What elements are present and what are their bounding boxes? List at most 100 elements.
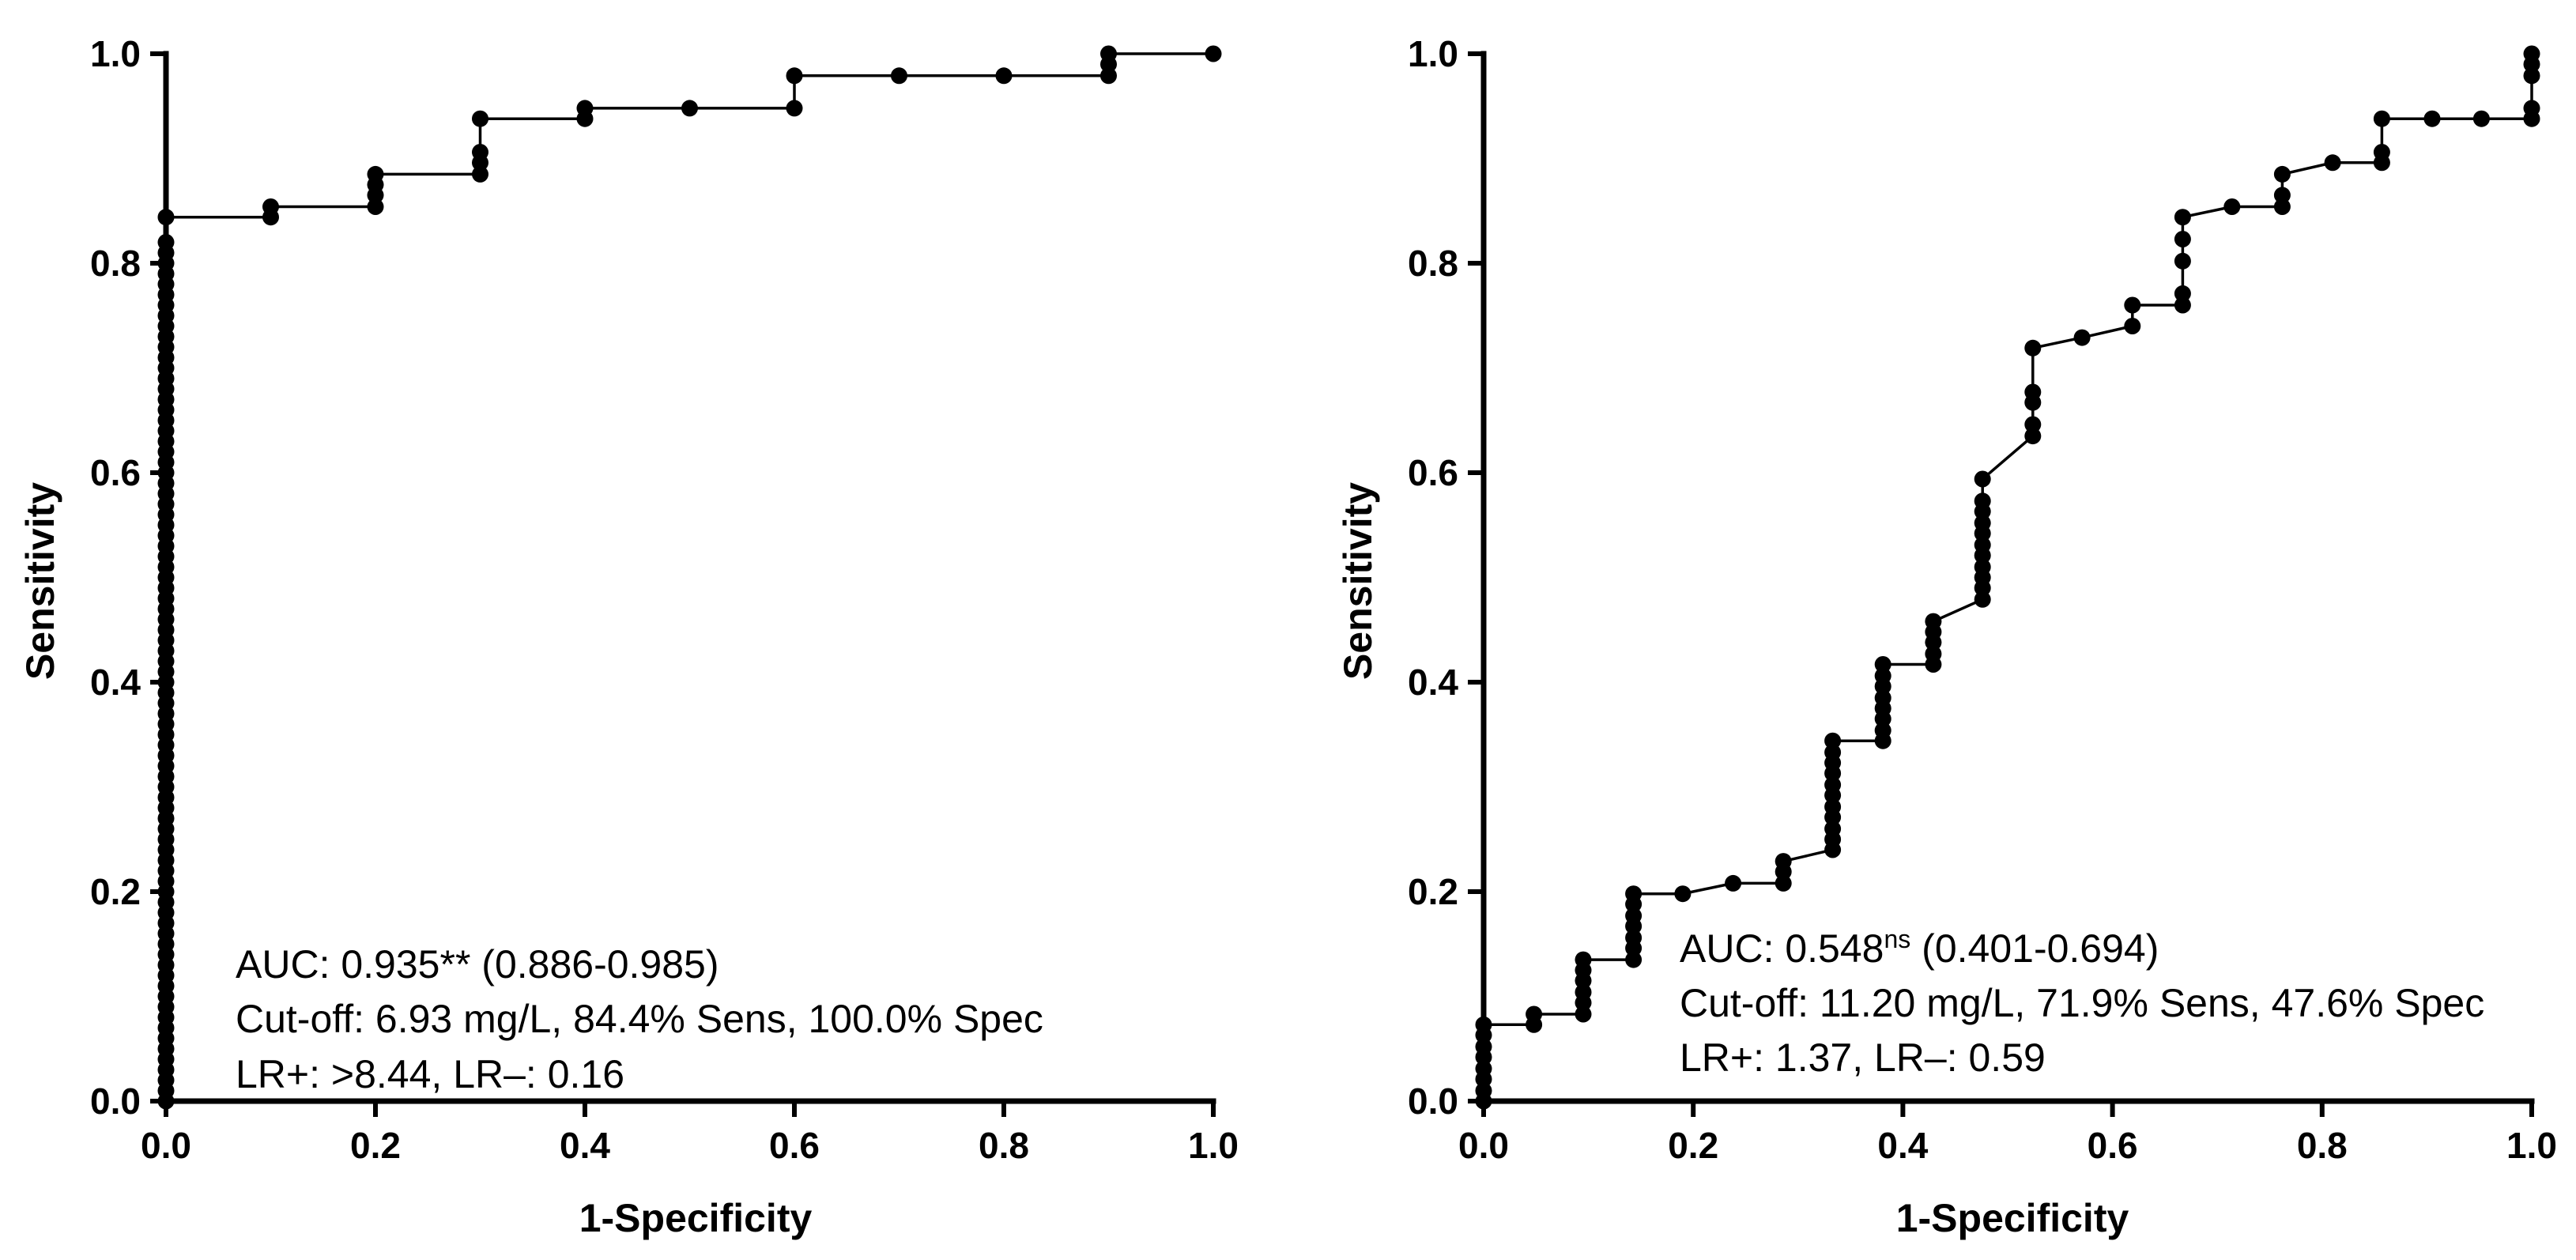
left-roc-point	[995, 67, 1013, 85]
right-roc-point	[2124, 318, 2141, 334]
left-auc-value: AUC: 0.935	[236, 942, 439, 986]
right-roc-point	[2174, 252, 2191, 270]
right-roc-point	[1974, 515, 1991, 532]
right-roc-point	[1874, 722, 1891, 739]
right-roc-point	[1925, 645, 1942, 662]
right-roc-point	[1625, 885, 1643, 903]
right-y-tick-label: 0.8	[1408, 243, 1458, 284]
right-y-axis-title: Sensitivity	[1336, 482, 1380, 680]
right-roc-point	[2073, 329, 2091, 346]
left-roc-point	[367, 198, 384, 215]
right-y-tick-label: 0.6	[1408, 452, 1458, 493]
right-roc-point	[2174, 231, 2191, 247]
left-roc-point	[786, 100, 803, 117]
left-x-tick-label: 0.0	[141, 1125, 191, 1166]
right-cutoff-annotation: Cut-off: 11.20 mg/L, 71.9% Sens, 47.6% S…	[1680, 981, 2484, 1025]
right-roc-point	[1874, 667, 1891, 685]
right-roc-point	[2024, 428, 2042, 445]
right-roc-point	[1775, 874, 1792, 892]
right-roc-point	[1974, 536, 1991, 553]
left-lr-annotation: LR+: >8.44, LR–: 0.16	[236, 1052, 624, 1096]
right-roc-point	[2174, 285, 2191, 302]
right-roc-point	[1575, 983, 1592, 1001]
right-lr-annotation: LR+: 1.37, LR–: 0.59	[1680, 1036, 2046, 1080]
right-y-tick-label: 0.4	[1408, 662, 1458, 703]
right-y-tick-label: 0.0	[1408, 1081, 1458, 1122]
right-auc-significance: ns	[1884, 925, 1910, 953]
right-x-tick-label: 0.4	[1877, 1125, 1928, 1166]
left-x-tick-label: 0.2	[350, 1125, 401, 1166]
right-roc-point	[2523, 67, 2540, 85]
left-y-tick-label: 0.6	[90, 452, 141, 493]
right-roc-point	[1575, 1005, 1592, 1023]
left-y-tick-label: 0.4	[90, 662, 141, 703]
left-y-tick-label: 1.0	[90, 33, 141, 74]
left-roc-point	[681, 100, 698, 117]
right-x-axis-title: 1-Specificity	[1896, 1196, 2129, 1240]
right-roc-point	[1725, 874, 1742, 892]
right-roc-point	[1974, 558, 1991, 575]
right-roc-point	[1625, 907, 1643, 924]
right-roc-point	[1974, 590, 1991, 608]
right-roc-point	[1625, 951, 1643, 968]
right-roc-point	[2373, 144, 2390, 160]
right-roc-point	[1674, 885, 1692, 903]
left-roc-point	[891, 67, 907, 85]
right-roc-point	[2024, 383, 2042, 401]
right-auc-annotation: AUC: 0.548ns (0.401-0.694)	[1680, 925, 2159, 971]
left-cutoff-annotation: Cut-off: 6.93 mg/L, 84.4% Sens, 100.0% S…	[236, 997, 1043, 1041]
left-roc-point	[786, 67, 803, 85]
right-roc-point	[2273, 165, 2291, 183]
left-x-tick-label: 0.8	[979, 1125, 1029, 1166]
right-x-tick-label: 0.2	[1668, 1125, 1718, 1166]
left-auc-ci: (0.886-0.985)	[470, 942, 718, 986]
right-roc-point	[1775, 853, 1792, 870]
right-roc-point	[1824, 798, 1842, 816]
right-roc-point	[2373, 110, 2390, 127]
right-roc-point	[1824, 732, 1842, 749]
right-roc-point	[1974, 470, 1991, 488]
right-roc-point	[2024, 339, 2042, 356]
right-roc-point	[1874, 656, 1891, 673]
left-roc-point	[1100, 45, 1117, 62]
right-roc-point	[2223, 198, 2241, 215]
right-roc-point	[1824, 776, 1842, 794]
right-roc-point	[2523, 45, 2540, 62]
right-auc-ci: (0.401-0.694)	[1910, 926, 2159, 971]
right-x-tick-label: 0.8	[2297, 1125, 2348, 1166]
right-auc-value: AUC: 0.548	[1680, 926, 1884, 971]
right-roc-axes: 0.0 0.2 0.4 0.6 0.8 1.0 0.0 0.2 0.4 0.6 0.8 1.0	[1408, 33, 2557, 1166]
right-y-tick-label: 0.2	[1408, 871, 1458, 912]
right-roc-plot-layer	[1475, 45, 2540, 1110]
left-roc-point	[472, 165, 488, 183]
right-roc-point	[1874, 689, 1891, 707]
right-roc-point	[2324, 154, 2341, 172]
left-y-tick-label: 0.0	[90, 1081, 141, 1122]
right-roc-point	[1526, 1005, 1543, 1023]
left-x-axis-title: 1-Specificity	[579, 1196, 813, 1240]
left-x-tick-label: 1.0	[1188, 1125, 1239, 1166]
right-roc-point	[1575, 951, 1592, 968]
right-roc-point	[1625, 929, 1643, 946]
left-y-axis-title: Sensitivity	[18, 482, 62, 680]
right-roc-point	[2472, 110, 2490, 127]
right-roc-point	[1974, 492, 1991, 510]
right-roc-point	[1824, 821, 1842, 837]
left-roc-panel: 0.0 0.2 0.4 0.6 0.8 1.0 0.0 0.2 0.4 0.6 0.8 1.0 1-S…	[18, 33, 1239, 1240]
left-roc-point	[472, 144, 488, 160]
right-roc-point	[2174, 296, 2191, 314]
right-roc-point	[2174, 209, 2191, 226]
right-roc-point	[2124, 296, 2141, 314]
left-roc-point	[472, 110, 488, 127]
left-roc-axes: 0.0 0.2 0.4 0.6 0.8 1.0 0.0 0.2 0.4 0.6 0.8 1.0	[90, 33, 1239, 1166]
left-y-tick-label: 0.2	[90, 871, 141, 912]
left-roc-point	[1100, 67, 1117, 85]
left-roc-point	[367, 165, 384, 183]
left-roc-point	[576, 100, 594, 117]
left-x-tick-label: 0.4	[560, 1125, 610, 1166]
right-roc-point	[2423, 110, 2441, 127]
right-x-tick-label: 0.6	[2088, 1125, 2138, 1166]
right-roc-panel: 0.0 0.2 0.4 0.6 0.8 1.0 0.0 0.2 0.4 0.6 0.8 1.0 1-S…	[1336, 33, 2557, 1240]
